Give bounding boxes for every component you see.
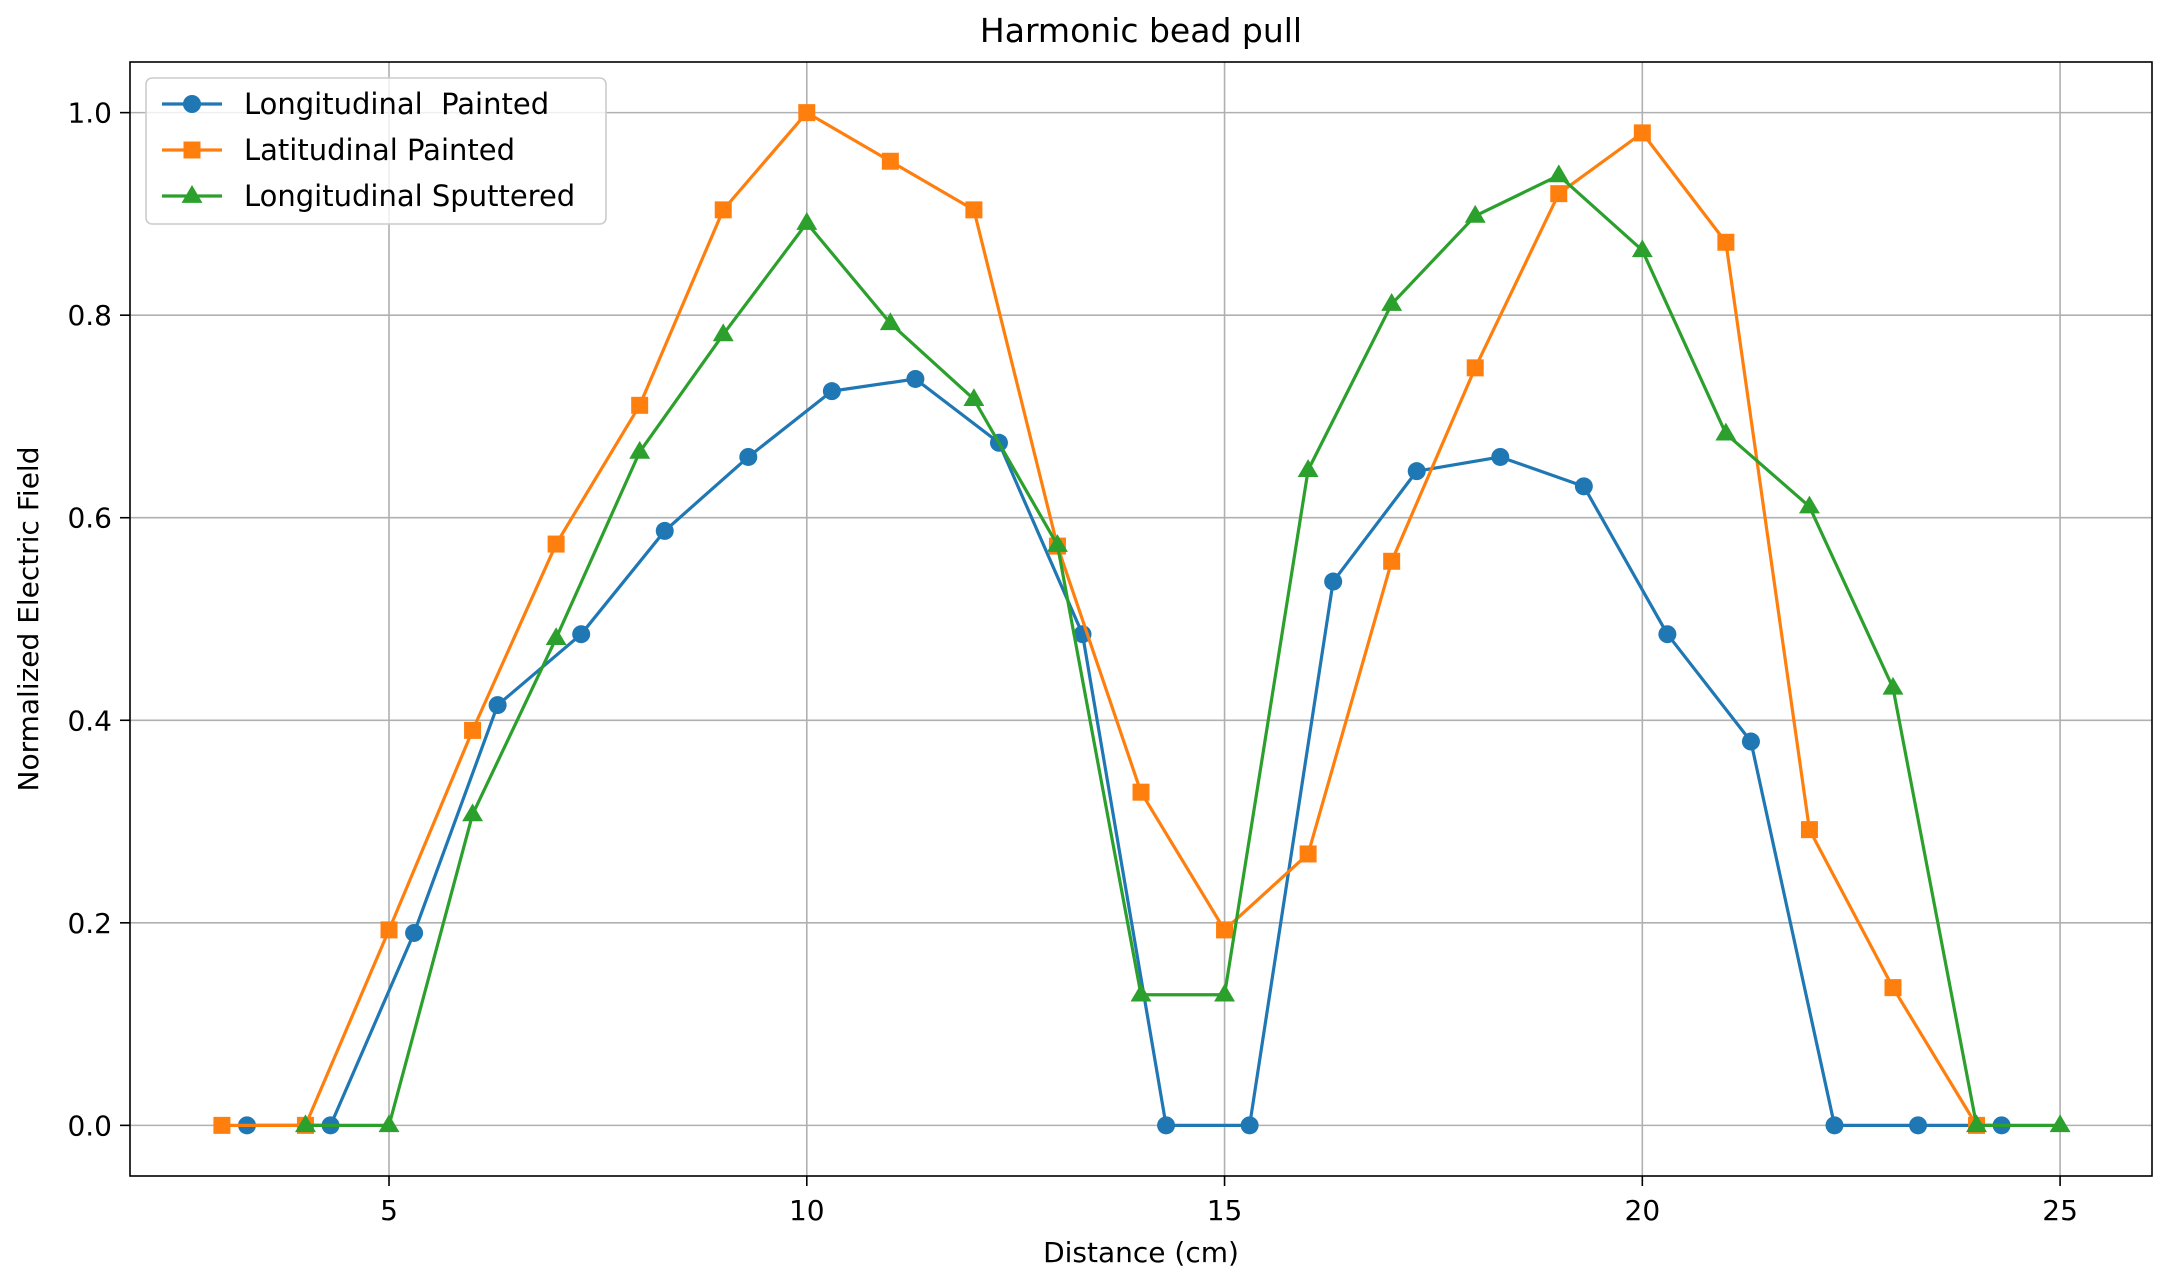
y-tick-label: 0.8 [67, 299, 112, 332]
y-tick-label: 0.2 [67, 907, 112, 940]
legend-marker [181, 185, 203, 203]
data-point [629, 440, 651, 459]
data-point [1324, 572, 1343, 591]
data-point [1717, 233, 1735, 251]
data-point [1297, 459, 1319, 477]
legend-item-3: Longitudinal Sputtered [162, 179, 575, 213]
y-tick-label: 0.0 [67, 1109, 112, 1142]
data-point [295, 1114, 316, 1133]
data-point [1157, 1116, 1176, 1135]
y-tick-label: 0.4 [67, 704, 112, 737]
x-axis-label: Distance (cm) [1043, 1236, 1239, 1269]
data-point [739, 447, 758, 466]
data-point [380, 921, 398, 939]
x-tick-label: 20 [1625, 1194, 1661, 1227]
y-tick-label: 1.0 [67, 97, 112, 130]
series-line [246, 377, 2002, 1127]
data-point [378, 1114, 400, 1133]
data-point [1798, 495, 1820, 514]
data-point [798, 104, 816, 122]
legend-label: Longitudinal Painted [244, 87, 549, 121]
legend-label: Latitudinal Painted [244, 133, 515, 167]
legend-item-1: Longitudinal Painted [162, 87, 549, 121]
data-point [462, 803, 484, 822]
data-point [1882, 676, 1904, 695]
data-point [1633, 124, 1651, 142]
data-point [1216, 921, 1234, 939]
x-tick-label: 10 [789, 1194, 825, 1227]
y-tick-label: 0.6 [67, 502, 112, 535]
data-point [963, 388, 985, 407]
data-point [714, 201, 732, 219]
data-point [655, 521, 674, 540]
data-point [822, 382, 841, 401]
data-point [796, 212, 818, 230]
legend-marker [183, 141, 201, 159]
data-point [1741, 732, 1760, 751]
data-point [965, 201, 983, 219]
data-point [1132, 783, 1150, 801]
data-point [1383, 552, 1401, 570]
data-point [1574, 477, 1593, 496]
data-point [1631, 239, 1653, 258]
data-point [545, 627, 567, 646]
data-point [1548, 164, 1570, 183]
plot-frame [129, 61, 2153, 1177]
data-point [1825, 1116, 1844, 1135]
data-point [712, 323, 734, 342]
data-point [1381, 293, 1403, 311]
data-point [1800, 821, 1818, 839]
data-point [881, 152, 899, 170]
data-point [1407, 462, 1426, 481]
legend-label: Longitudinal Sputtered [244, 179, 575, 213]
data-point [1466, 359, 1484, 377]
data-point [1299, 845, 1317, 863]
legend-item-2: Latitudinal Painted [162, 133, 515, 167]
data-point [405, 923, 424, 942]
data-point [1240, 1116, 1259, 1135]
data-point [1966, 1114, 1987, 1133]
plot-area [130, 62, 2152, 1176]
x-tick-label: 5 [380, 1194, 398, 1227]
x-tick-label: 15 [1207, 1194, 1243, 1227]
y-axis-label: Normalized Electric Field [12, 447, 45, 792]
data-point [547, 535, 565, 553]
data-point [1214, 983, 1236, 1002]
data-point [1464, 204, 1486, 223]
data-point [1715, 422, 1737, 441]
data-point [1658, 625, 1677, 644]
series-line [305, 173, 2061, 1127]
series-1 [237, 369, 2011, 1135]
data-point [1909, 1116, 1928, 1135]
data-point [1491, 447, 1510, 466]
x-tick-label: 25 [2042, 1194, 2078, 1227]
data-point [213, 1116, 231, 1134]
data-point [879, 312, 901, 331]
data-point [1046, 534, 1068, 552]
data-point [1884, 979, 1902, 997]
data-point [2049, 1114, 2071, 1133]
data-point [488, 696, 507, 715]
data-point [1550, 185, 1568, 203]
data-point [906, 369, 925, 388]
data-point [464, 721, 482, 739]
legend: Longitudinal Painted Latitudinal Painted L… [145, 77, 607, 225]
legend-box [145, 77, 607, 225]
data-point [572, 625, 591, 644]
series-3 [295, 164, 2071, 1133]
data-point [631, 396, 649, 414]
data-point [1130, 983, 1152, 1002]
legend-marker [183, 95, 201, 113]
series-line [221, 111, 1978, 1127]
chart-title: Harmonic bead pull [980, 11, 1302, 50]
